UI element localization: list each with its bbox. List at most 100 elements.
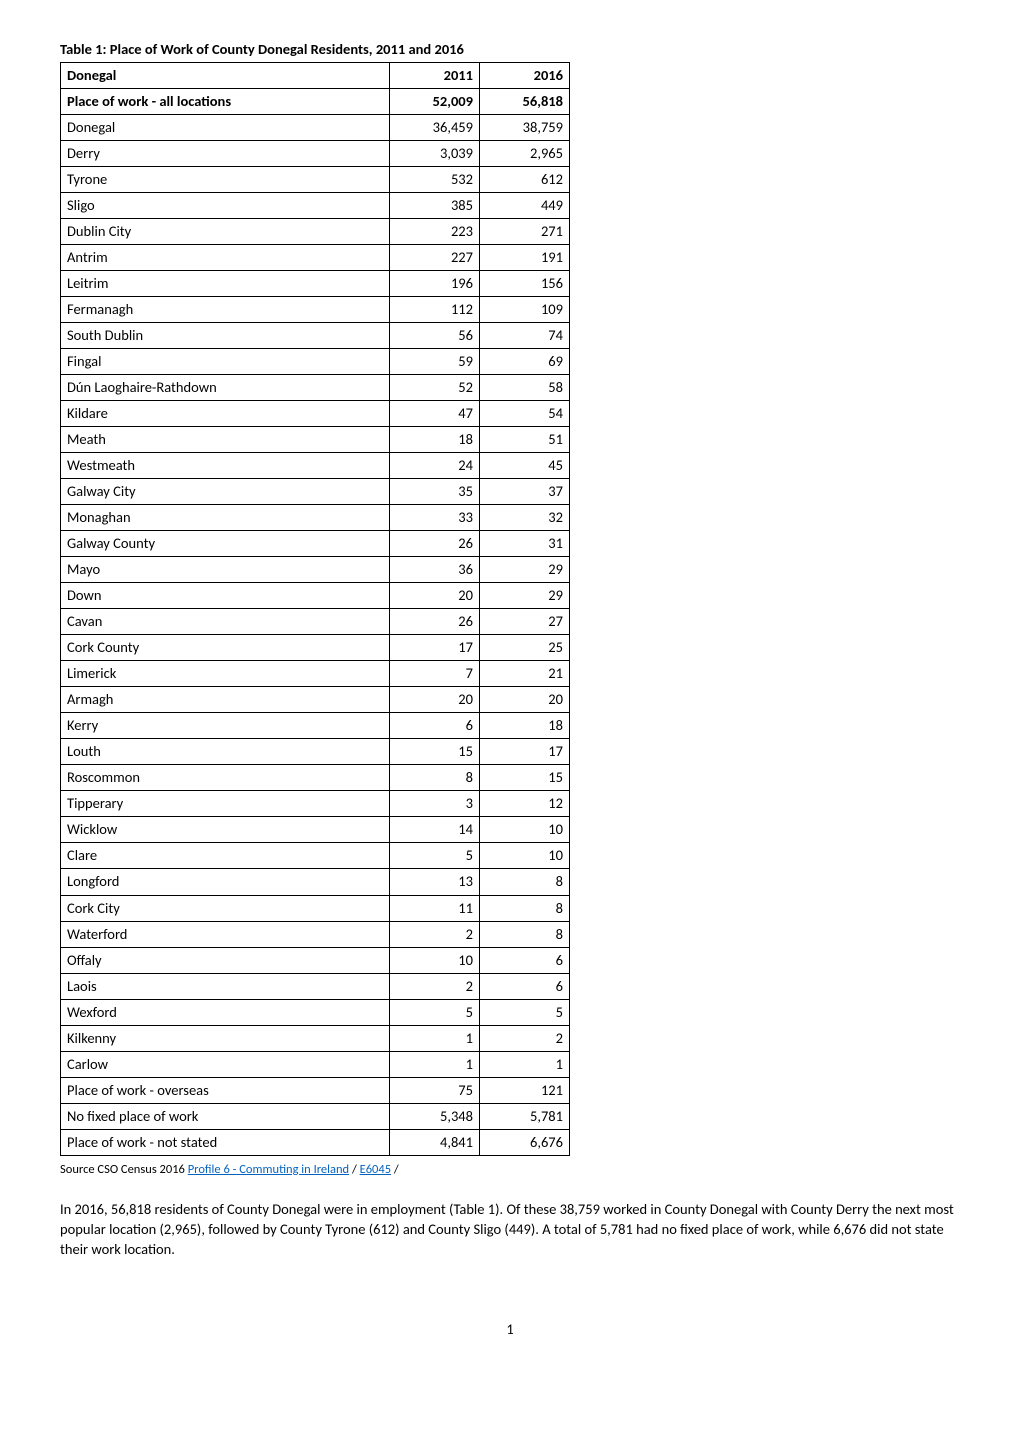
row-2016: 51 [480,427,570,453]
row-2016: 2,965 [480,141,570,167]
row-2011: 196 [390,271,480,297]
row-label: Fermanagh [61,297,390,323]
row-label: Antrim [61,245,390,271]
row-label: Galway City [61,479,390,505]
row-2011: 112 [390,297,480,323]
row-label: Cork City [61,895,390,921]
row-label: Limerick [61,661,390,687]
row-label: Leitrim [61,271,390,297]
row-label: Waterford [61,921,390,947]
row-2016: 37 [480,479,570,505]
body-paragraph: In 2016, 56,818 residents of County Done… [60,1199,960,1260]
row-2011: 26 [390,609,480,635]
row-2011: 20 [390,583,480,609]
table-row: Kilkenny12 [61,1025,570,1051]
row-2016: 8 [480,895,570,921]
table-row: Antrim227191 [61,245,570,271]
table-row: Dún Laoghaire-Rathdown5258 [61,375,570,401]
row-label: Tipperary [61,791,390,817]
total-2016: 56,818 [480,89,570,115]
row-label: Donegal [61,115,390,141]
row-2011: 11 [390,895,480,921]
row-label: Fingal [61,349,390,375]
row-2016: 6 [480,947,570,973]
table-row: Monaghan3332 [61,505,570,531]
row-2016: 2 [480,1025,570,1051]
table-row: Down2029 [61,583,570,609]
row-2011: 18 [390,427,480,453]
row-2011: 35 [390,479,480,505]
table-row: Derry3,0392,965 [61,141,570,167]
row-2011: 26 [390,531,480,557]
row-2016: 29 [480,583,570,609]
row-2011: 5 [390,843,480,869]
row-2011: 75 [390,1077,480,1103]
row-label: Westmeath [61,453,390,479]
row-label: Down [61,583,390,609]
row-2011: 7 [390,661,480,687]
table-row: Cork City118 [61,895,570,921]
row-2011: 3,039 [390,141,480,167]
row-2011: 33 [390,505,480,531]
row-2011: 47 [390,401,480,427]
table-row: Tyrone532612 [61,167,570,193]
row-2016: 8 [480,921,570,947]
row-2011: 15 [390,739,480,765]
table-row: Donegal36,45938,759 [61,115,570,141]
table-row: Wicklow1410 [61,817,570,843]
row-2011: 532 [390,167,480,193]
source-sep: / [349,1162,359,1177]
row-2011: 8 [390,765,480,791]
table-row: Place of work - not stated4,8416,676 [61,1129,570,1155]
row-2016: 191 [480,245,570,271]
row-2011: 6 [390,713,480,739]
row-2016: 10 [480,843,570,869]
row-2011: 36,459 [390,115,480,141]
row-2016: 156 [480,271,570,297]
row-2016: 271 [480,219,570,245]
table-row: Tipperary312 [61,791,570,817]
row-2016: 18 [480,713,570,739]
row-label: Laois [61,973,390,999]
table-row: Mayo3629 [61,557,570,583]
row-2016: 21 [480,661,570,687]
total-label: Place of work - all locations [61,89,390,115]
row-label: Carlow [61,1051,390,1077]
row-label: Cork County [61,635,390,661]
row-label: Clare [61,843,390,869]
table-row: Westmeath2445 [61,453,570,479]
table-row: Cavan2627 [61,609,570,635]
row-label: Tyrone [61,167,390,193]
source-link-e6045[interactable]: E6045 [360,1162,391,1177]
row-label: Place of work - overseas [61,1077,390,1103]
source-link-profile6[interactable]: Profile 6 - Commuting in Ireland [188,1162,349,1177]
row-label: Mayo [61,557,390,583]
table-row: Meath1851 [61,427,570,453]
row-2011: 2 [390,921,480,947]
table-row: Wexford55 [61,999,570,1025]
table-row: Offaly106 [61,947,570,973]
table-row: Louth1517 [61,739,570,765]
row-2011: 36 [390,557,480,583]
table-row: Place of work - overseas75121 [61,1077,570,1103]
row-2016: 25 [480,635,570,661]
table-total-row: Place of work - all locations 52,009 56,… [61,89,570,115]
row-label: Roscommon [61,765,390,791]
row-label: Derry [61,141,390,167]
row-2011: 59 [390,349,480,375]
row-2011: 1 [390,1051,480,1077]
source-prefix: Source CSO Census 2016 [60,1162,188,1177]
table-row: No fixed place of work5,3485,781 [61,1103,570,1129]
row-2011: 17 [390,635,480,661]
total-2011: 52,009 [390,89,480,115]
row-2016: 15 [480,765,570,791]
row-2016: 449 [480,193,570,219]
row-label: Cavan [61,609,390,635]
row-2011: 52 [390,375,480,401]
row-2016: 31 [480,531,570,557]
row-2016: 32 [480,505,570,531]
row-2016: 5 [480,999,570,1025]
table-row: Limerick721 [61,661,570,687]
table-row: Roscommon815 [61,765,570,791]
table-row: Kildare4754 [61,401,570,427]
